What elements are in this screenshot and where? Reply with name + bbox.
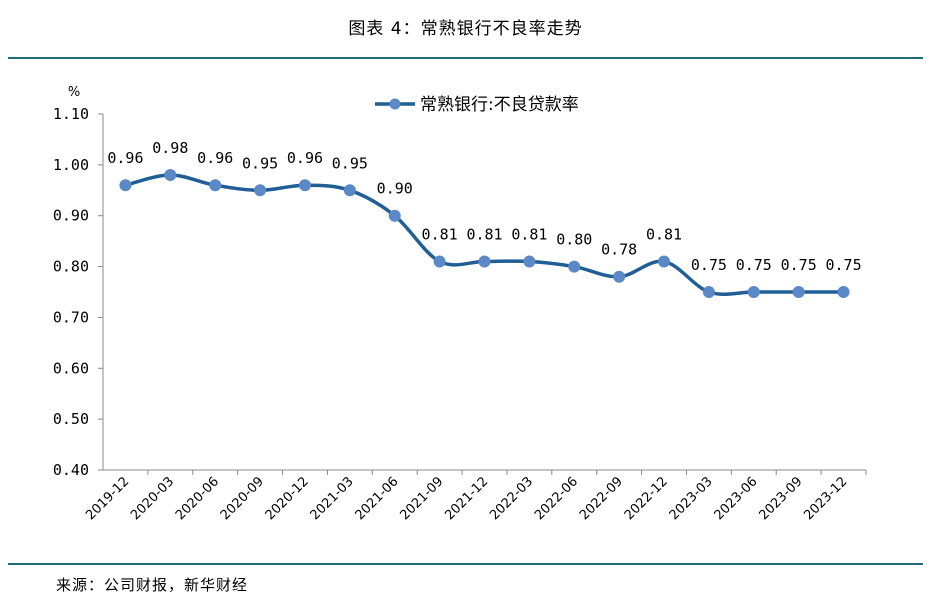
y-axis-unit: % xyxy=(68,85,80,100)
data-point xyxy=(343,184,356,197)
x-tick-label: 2023-09 xyxy=(756,474,805,523)
data-point xyxy=(792,286,805,298)
data-point xyxy=(702,286,715,298)
x-tick-label: 2020-09 xyxy=(218,474,267,523)
figure-title: 图表 4：常熟银行不良率走势 xyxy=(348,19,583,39)
y-tick-label: 1.00 xyxy=(53,156,89,174)
data-label: 0.95 xyxy=(332,154,368,172)
y-tick-label: 0.80 xyxy=(53,258,89,276)
x-tick-label: 2022-09 xyxy=(577,474,626,523)
legend-swatch-marker xyxy=(389,98,401,110)
data-point xyxy=(613,270,626,283)
bottom-rule xyxy=(8,563,923,565)
y-tick-label: 1.10 xyxy=(53,105,89,123)
x-tick-label: 2020-12 xyxy=(263,474,312,523)
data-point xyxy=(478,255,491,268)
data-labels: 0.96 0.98 0.96 0.95 0.96 0.95 0.90 0.81 0.81 0.81… xyxy=(107,139,861,274)
x-tick-label: 2022-03 xyxy=(487,474,536,523)
x-tick-label: 2021-12 xyxy=(442,474,491,523)
data-label: 0.81 xyxy=(646,225,682,243)
x-tick-label: 2023-03 xyxy=(667,474,716,523)
data-label: 0.98 xyxy=(152,139,188,157)
legend-label: 常熟银行:不良贷款率 xyxy=(420,94,579,115)
data-point xyxy=(747,286,760,298)
data-point xyxy=(388,209,401,222)
data-label: 0.81 xyxy=(466,225,502,243)
x-tick-label: 2020-06 xyxy=(173,474,222,523)
data-label: 0.96 xyxy=(287,149,323,167)
y-tick-label: 0.70 xyxy=(53,308,89,326)
data-label: 0.78 xyxy=(601,241,637,259)
data-label: 0.75 xyxy=(691,256,727,274)
data-point xyxy=(568,260,581,273)
y-tick-label: 0.60 xyxy=(53,359,89,377)
data-label: 0.81 xyxy=(422,225,458,243)
data-point xyxy=(837,286,850,298)
x-tick-label: 2021-09 xyxy=(397,474,446,523)
data-label: 0.75 xyxy=(825,256,861,274)
data-label: 0.95 xyxy=(242,154,278,172)
data-label: 0.75 xyxy=(736,256,772,274)
y-axis-ticks: 0.40 0.50 0.60 0.70 0.80 0.90 1.00 1.10 xyxy=(53,105,103,479)
x-tick-label: 2021-03 xyxy=(308,474,357,523)
data-label: 0.90 xyxy=(377,180,413,198)
top-rule xyxy=(8,57,923,59)
data-label: 0.75 xyxy=(781,256,817,274)
data-point xyxy=(254,184,267,197)
chart-axes: % xyxy=(68,85,866,471)
series-markers xyxy=(119,169,850,298)
data-point xyxy=(298,179,311,192)
x-tick-label: 2021-06 xyxy=(353,474,402,523)
data-label: 0.81 xyxy=(511,225,547,243)
y-tick-label: 0.90 xyxy=(53,207,89,225)
x-tick-label: 2020-03 xyxy=(128,474,177,523)
data-point xyxy=(119,179,132,192)
y-tick-label: 0.50 xyxy=(53,410,89,428)
x-tick-label: 2022-12 xyxy=(622,474,671,523)
chart-legend: 常熟银行:不良贷款率 xyxy=(375,94,579,115)
data-label: 0.96 xyxy=(107,149,143,167)
data-point xyxy=(433,255,446,268)
data-point xyxy=(658,255,671,268)
source-note: 来源：公司财报，新华财经 xyxy=(56,576,249,594)
data-point xyxy=(164,169,177,182)
x-tick-label: 2023-12 xyxy=(801,474,850,523)
data-label: 0.96 xyxy=(197,149,233,167)
y-tick-label: 0.40 xyxy=(53,461,89,479)
data-point xyxy=(209,179,222,192)
x-tick-label: 2022-06 xyxy=(532,474,581,523)
data-label: 0.80 xyxy=(556,231,592,249)
x-tick-label: 2023-06 xyxy=(712,474,761,523)
x-axis-ticks: 2019-122020-032020-062020-092020-122021-… xyxy=(83,470,867,523)
data-point xyxy=(523,255,536,268)
x-tick-label: 2019-12 xyxy=(83,474,132,523)
